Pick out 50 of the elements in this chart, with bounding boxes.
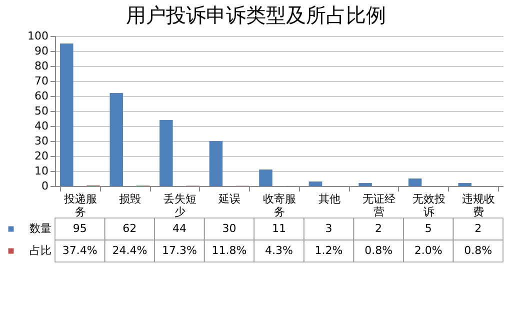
x-tick-label: 丢失短少	[163, 192, 196, 218]
data-label: 37.4%	[62, 244, 98, 257]
data-label: 2	[474, 222, 482, 235]
legend-label: 数量	[30, 222, 52, 235]
y-tick-label: 30	[34, 134, 48, 148]
bar	[458, 183, 472, 186]
bar	[160, 120, 173, 186]
bar	[60, 44, 74, 186]
x-tick-label: 损毁	[119, 192, 142, 206]
x-tick-label: 收寄服务	[263, 192, 296, 218]
chart-title: 用户投诉申诉类型及所占比例	[126, 3, 386, 27]
data-label: 1.2%	[314, 244, 343, 257]
data-label: 24.4%	[112, 244, 148, 257]
data-label: 2	[375, 222, 382, 235]
data-label: 0.8%	[464, 244, 492, 257]
data-label: 2.0%	[414, 244, 442, 257]
data-label: 44	[172, 222, 186, 235]
data-label: 62	[122, 222, 137, 235]
data-label: 95	[72, 222, 87, 235]
legend-label: 占比	[30, 244, 52, 257]
bar	[308, 182, 322, 186]
data-label: 0.8%	[364, 244, 393, 257]
data-label: 3	[325, 222, 332, 235]
x-tick-label: 违规收费	[462, 192, 496, 218]
y-tick-label: 60	[34, 90, 48, 102]
y-tick-label: 10	[34, 164, 48, 178]
data-label: 4.3%	[265, 244, 293, 257]
bar	[209, 141, 223, 186]
data-label: 11.8%	[212, 244, 247, 257]
data-label: 11	[272, 222, 286, 235]
y-tick-label: 80	[34, 60, 48, 72]
y-tick-label: 70	[34, 74, 48, 88]
y-tick-label: 0	[42, 180, 48, 192]
y-tick-label: 50	[34, 104, 48, 118]
data-label: 30	[222, 222, 236, 235]
bar	[259, 170, 272, 186]
y-tick-label: 90	[34, 44, 48, 58]
x-tick-label: 投递服务	[62, 192, 97, 218]
bar	[358, 183, 372, 186]
y-tick-label: 40	[34, 120, 48, 132]
data-label: 5	[424, 222, 432, 235]
x-tick-label: 延误	[218, 192, 241, 206]
x-tick-label: 其他	[318, 192, 340, 206]
bar	[408, 178, 422, 186]
x-tick-label: 无证经营	[362, 192, 396, 218]
y-tick-label: 100	[28, 30, 48, 42]
x-tick-label: 无效投诉	[412, 192, 446, 218]
y-tick-label: 20	[34, 150, 48, 162]
bar	[110, 93, 124, 186]
data-label: 17.3%	[162, 244, 197, 257]
